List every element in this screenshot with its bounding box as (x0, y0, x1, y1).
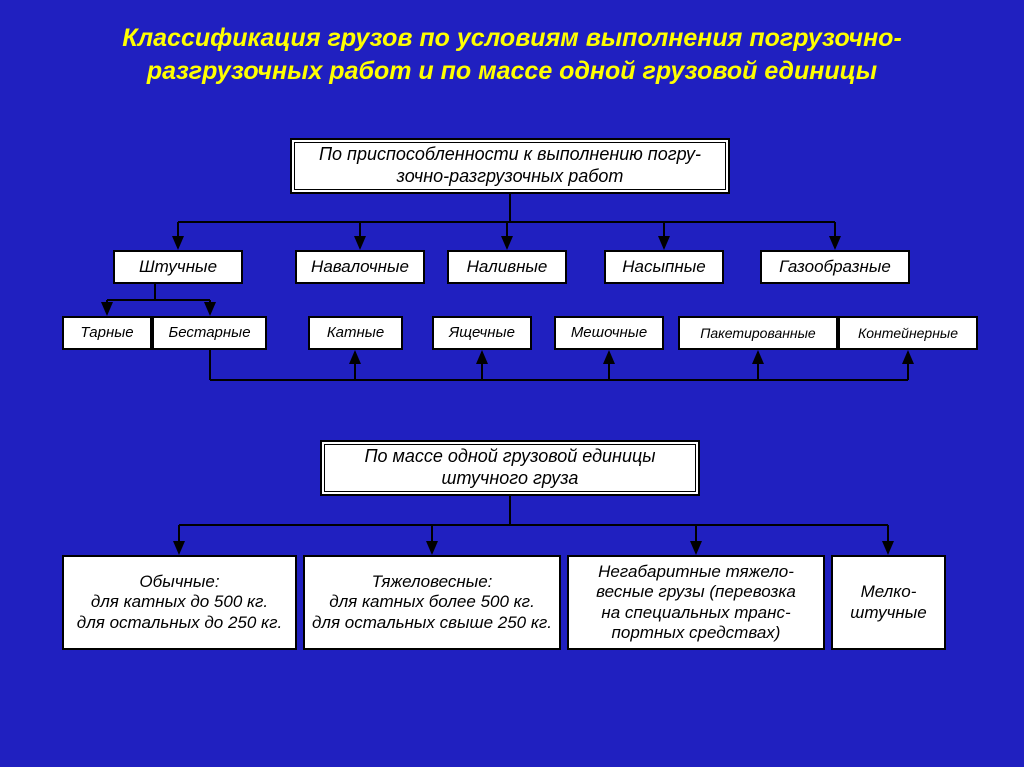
connectors (0, 0, 1024, 767)
row1-4: Газообразные (760, 250, 910, 284)
row3-2: Негабаритные тяжело-весные грузы (перево… (567, 555, 825, 650)
row3-0: Обычные:для катных до 500 кг.для остальн… (62, 555, 297, 650)
row1-2: Наливные (447, 250, 567, 284)
row2-6: Контейнерные (838, 316, 978, 350)
row2-3: Ящечные (432, 316, 532, 350)
row2-5: Пакетированные (678, 316, 838, 350)
row2-2: Катные (308, 316, 403, 350)
row1-0: Штучные (113, 250, 243, 284)
row1-1: Навалочные (295, 250, 425, 284)
root-box-2: По массе одной грузовой единицыштучного … (320, 440, 700, 496)
row3-3: Мелко-штучные (831, 555, 946, 650)
row2-0: Тарные (62, 316, 152, 350)
slide-title: Классификация грузов по условиям выполне… (0, 0, 1024, 87)
row3-1: Тяжеловесные:для катных более 500 кг.для… (303, 555, 561, 650)
root-box-1: По приспособленности к выполнению погру-… (290, 138, 730, 194)
row2-4: Мешочные (554, 316, 664, 350)
row2-1: Бестарные (152, 316, 267, 350)
row1-3: Насыпные (604, 250, 724, 284)
